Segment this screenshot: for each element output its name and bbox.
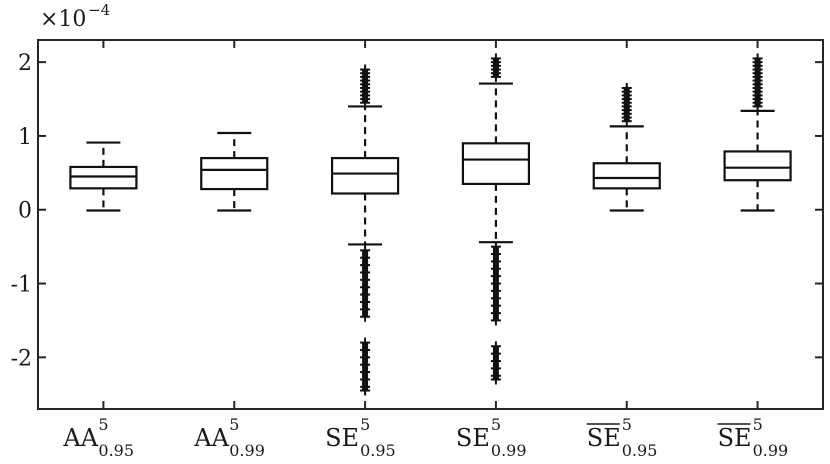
box-series xyxy=(69,53,792,396)
box-3 xyxy=(330,64,400,396)
box-6 xyxy=(723,53,792,212)
box-5 xyxy=(592,82,661,212)
x-tick-label-base: SE xyxy=(456,424,490,452)
box-2 xyxy=(200,131,269,212)
box-iqr xyxy=(330,156,400,195)
x-tick-label: SE 5 0.95 xyxy=(325,415,396,460)
x-tick-label-sup: 5 xyxy=(753,415,763,434)
y-tick-label: 1 xyxy=(18,125,32,150)
x-tick-label-sup: 5 xyxy=(360,415,370,434)
x-tick-label-sub: 0.95 xyxy=(360,441,396,460)
box-4 xyxy=(461,53,531,385)
box-iqr xyxy=(723,150,792,182)
x-tick-label-sup: 5 xyxy=(98,415,108,434)
x-tick-label: SE 5 0.99 xyxy=(456,415,527,460)
y-tick-label: -2 xyxy=(11,346,32,371)
box-1 xyxy=(69,141,138,212)
outlier-band xyxy=(492,58,499,77)
x-tick-label-sub: 0.99 xyxy=(753,441,789,460)
y-tick-label: -1 xyxy=(11,273,32,298)
outlier-band xyxy=(492,246,499,321)
x-tick-label-base: SE xyxy=(587,424,621,452)
box-iqr xyxy=(592,162,661,190)
x-tick-label: SE 5 0.99 xyxy=(717,415,789,460)
x-tick-label-sub: 0.95 xyxy=(98,441,134,460)
x-tick-label: SE 5 0.95 xyxy=(586,415,658,460)
x-tick-label: AA 5 0.99 xyxy=(193,415,265,460)
outlier-band xyxy=(623,87,630,122)
y-axis: -2 -1 0 1 2 xyxy=(11,51,823,371)
x-tick-label-base: SE xyxy=(325,424,359,452)
x-tick-label-base: AA xyxy=(193,424,229,452)
x-tick-label-sub: 0.99 xyxy=(229,441,265,460)
outlier-band xyxy=(492,346,499,380)
x-axis: AA 50.95 AA 50.99 SE 50.95 SE 50.99 SE 50.95 SE 50.… xyxy=(62,40,788,460)
box-iqr xyxy=(200,156,269,191)
x-tick-label-sup: 5 xyxy=(229,415,239,434)
x-tick-label-base: SE xyxy=(718,424,752,452)
x-tick-label-sub: 0.95 xyxy=(622,441,658,460)
outlier-band xyxy=(362,250,369,317)
x-tick-label-sup: 5 xyxy=(491,415,501,434)
x-tick-label-base: AA xyxy=(62,424,98,452)
outlier-band xyxy=(362,69,369,103)
y-axis-exponent-label: ×10 −4 xyxy=(40,1,110,32)
x-tick-label-sub: 0.99 xyxy=(491,441,527,460)
svg-text:×10: ×10 xyxy=(40,7,86,32)
box-iqr xyxy=(69,165,138,190)
y-tick-label: 2 xyxy=(18,51,32,76)
outlier-band xyxy=(362,342,369,391)
box-iqr xyxy=(461,142,531,186)
svg-text:−4: −4 xyxy=(88,1,110,19)
outlier-band xyxy=(754,58,761,107)
x-tick-label-sup: 5 xyxy=(622,415,632,434)
x-tick-label: AA 5 0.95 xyxy=(62,415,134,460)
y-tick-label: 0 xyxy=(18,199,32,224)
plot-area xyxy=(37,39,824,410)
